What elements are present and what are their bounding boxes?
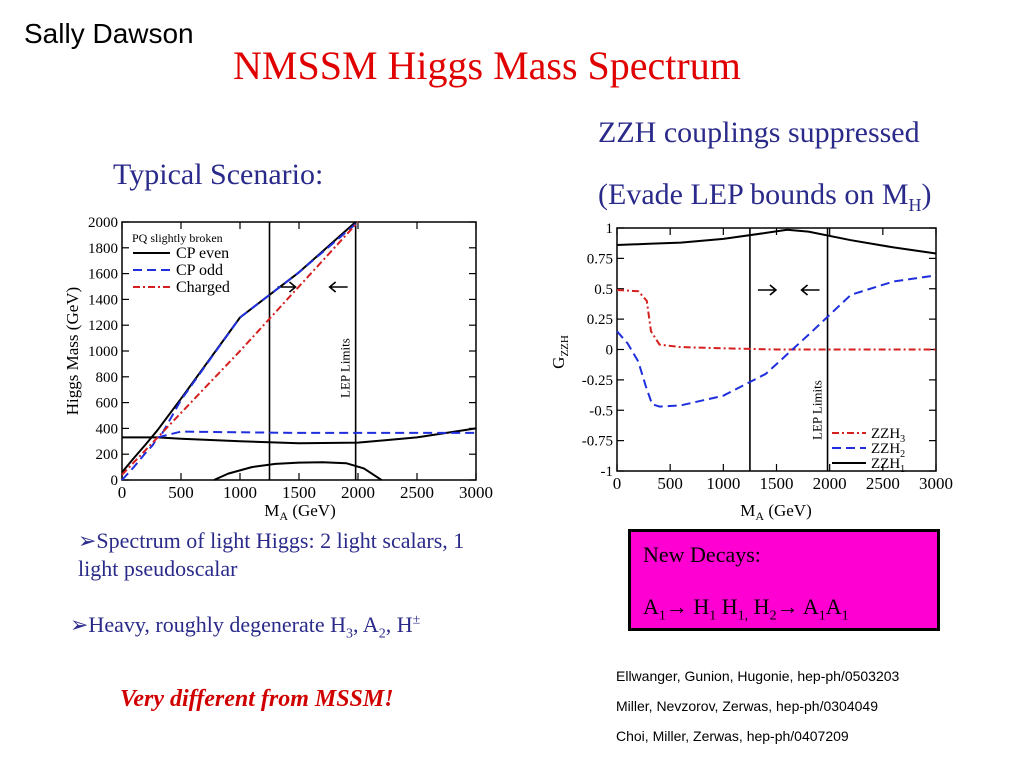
eq-f1: 1 xyxy=(841,608,849,624)
x-tick-label: 2500 xyxy=(400,483,434,502)
arrow-left xyxy=(328,281,348,293)
bullet-heavy-higgs: ➢Heavy, roughly degenerate H3, A2, H± xyxy=(70,612,420,642)
legend-label: CP even xyxy=(176,245,229,262)
y-tick-label: 0 xyxy=(606,343,614,359)
x-tick-label: 1500 xyxy=(760,474,794,493)
y-tick-label: 1400 xyxy=(88,292,118,308)
eq-c: H xyxy=(716,594,738,619)
eq-c1: 1, xyxy=(737,608,749,624)
legend-label: CP odd xyxy=(176,262,223,279)
higgs-mass-chart: 0 500 1000 1500 2000 2500 3000 0 200 400 600 800 100… xyxy=(63,215,493,523)
new-decays-box: New Decays: A1→ H1 H1, H2→ A1A1 xyxy=(628,529,940,631)
eq-d: H xyxy=(748,594,770,619)
y-tick-label: 200 xyxy=(96,447,119,463)
x-tick-label: 2500 xyxy=(866,474,900,493)
y-tick-label: 1600 xyxy=(88,267,118,283)
reference-2: Miller, Nevzorov, Zerwas, hep-ph/0304049 xyxy=(616,698,878,714)
y-tick-label: -0.5 xyxy=(589,403,613,419)
arrow-left xyxy=(800,284,820,296)
left-subtitle: Typical Scenario: xyxy=(113,158,324,191)
x-tick-label: 1000 xyxy=(223,483,257,502)
y-tick-label: 600 xyxy=(96,396,119,412)
right-subtitle-1: ZZH couplings suppressed xyxy=(598,116,920,149)
x-tick-label: 0 xyxy=(118,483,127,502)
x-tick-label: 1500 xyxy=(282,483,316,502)
y-tick-label: 400 xyxy=(96,421,119,437)
reference-1: Ellwanger, Gunion, Hugonie, hep-ph/05032… xyxy=(616,668,900,684)
bullet-2-mid2: , H xyxy=(385,612,413,637)
right-subtitle-2: (Evade LEP bounds on MH) xyxy=(598,178,932,216)
x-tick-label: 2000 xyxy=(813,474,847,493)
eq-a1: 1 xyxy=(658,608,666,624)
decays-heading: New Decays: xyxy=(643,542,761,567)
lep-limits-label: LEP Limits xyxy=(810,380,825,440)
legend-label: ZZH3 xyxy=(871,426,905,445)
legend-label: ZZH2 xyxy=(871,441,905,460)
bullet-2-sup: ± xyxy=(412,612,421,628)
y-tick-label: -0.25 xyxy=(582,373,613,389)
x-tick-label: 1000 xyxy=(706,474,740,493)
lep-limits-label: LEP Limits xyxy=(338,338,353,398)
y-tick-label: 0.75 xyxy=(587,251,613,267)
x-tick-label: 3000 xyxy=(459,483,493,502)
series-line xyxy=(121,430,476,481)
y-axis-label: Higgs Mass (GeV) xyxy=(63,287,82,415)
author-name: Sally Dawson xyxy=(24,18,194,49)
series-line xyxy=(121,221,359,476)
y-axis-label: GZZH xyxy=(549,335,571,369)
x-tick-label: 0 xyxy=(613,474,622,493)
bullet-2-mid1: , A xyxy=(353,612,379,637)
x-tick-label: 500 xyxy=(657,474,683,493)
y-tick-label: 1 xyxy=(606,221,614,237)
y-tick-label: 2000 xyxy=(88,215,118,231)
y-tick-label: 0.25 xyxy=(587,312,613,328)
decays-equation: A1→ H1 H1, H2→ A1A1 xyxy=(643,594,849,624)
eq-arrow2: → A xyxy=(776,594,819,619)
eq-a: A xyxy=(643,594,659,619)
y-tick-label: 0.5 xyxy=(594,282,613,298)
y-tick-label: 1000 xyxy=(88,344,118,360)
x-tick-label: 2000 xyxy=(341,483,375,502)
slide-title: NMSSM Higgs Mass Spectrum xyxy=(233,43,741,88)
x-axis-label: MA (GeV) xyxy=(264,501,335,523)
legend-title: PQ slightly broken xyxy=(132,231,223,245)
eq-d1: 2 xyxy=(769,608,777,624)
bullet-2-s2: 2 xyxy=(378,626,386,642)
series-line xyxy=(122,427,477,445)
y-tick-label: -1 xyxy=(601,464,614,480)
zzh-coupling-chart: 0 500 1000 1500 2000 2500 3000 -1 -0.75 -0.5 -0.25… xyxy=(549,221,953,523)
y-tick-label: -0.75 xyxy=(582,434,613,450)
eq-b1: 1 xyxy=(709,608,717,624)
conclusion-text: Very different from MSSM! xyxy=(120,686,394,712)
legend-label: ZZH1 xyxy=(871,456,905,475)
bullet-light-higgs: ➢Spectrum of light Higgs: 2 light scalar… xyxy=(78,528,465,581)
series-line xyxy=(213,461,383,481)
right-subtitle-2-close: ) xyxy=(921,178,932,211)
x-tick-label: 500 xyxy=(168,483,194,502)
bullet-2-pre: ➢Heavy, roughly degenerate H xyxy=(70,612,347,637)
series-line xyxy=(616,228,937,255)
right-subtitle-2-sub: H xyxy=(908,195,922,215)
y-tick-label: 1800 xyxy=(88,241,118,257)
legend-label: Charged xyxy=(176,279,230,296)
y-tick-label: 800 xyxy=(96,370,119,386)
arrow-right xyxy=(757,284,778,296)
y-tick-label: 0 xyxy=(111,473,119,489)
bullet-2-s1: 3 xyxy=(346,626,354,642)
x-axis-label: MA (GeV) xyxy=(740,501,811,523)
y-tick-label: 1200 xyxy=(88,318,118,334)
eq-f: A xyxy=(825,594,842,619)
eq-e1: 1 xyxy=(818,608,826,624)
reference-3: Choi, Miller, Zerwas, hep-ph/0407209 xyxy=(616,728,849,744)
right-subtitle-2-text: (Evade LEP bounds on M xyxy=(598,178,909,211)
series-line xyxy=(161,221,359,435)
eq-arrow1: → H xyxy=(665,594,710,619)
x-tick-label: 3000 xyxy=(919,474,953,493)
